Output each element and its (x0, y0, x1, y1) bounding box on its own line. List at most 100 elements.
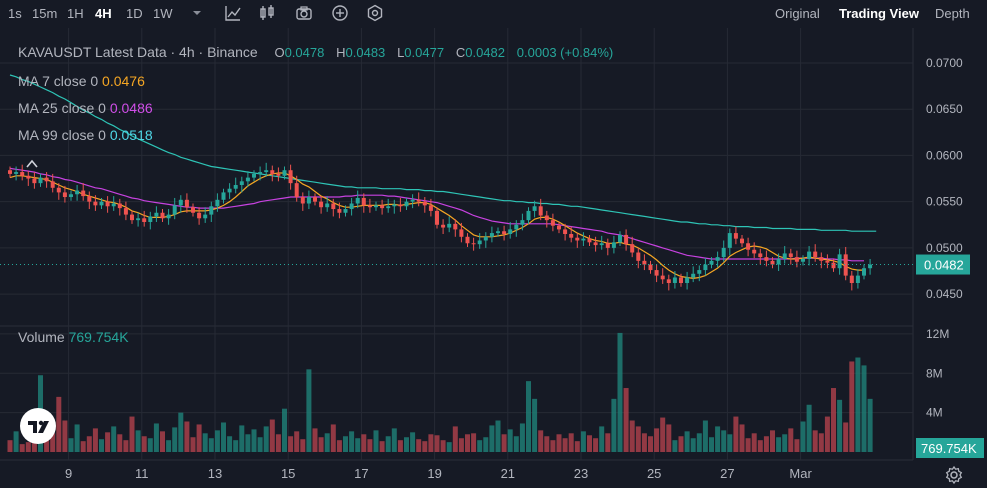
volume-bar (471, 433, 477, 452)
volume-bar (507, 429, 513, 452)
volume-bar (611, 398, 617, 452)
volume-bar (739, 424, 745, 452)
candle-body (672, 277, 677, 284)
candle-body (569, 234, 574, 238)
candle-body (550, 220, 555, 226)
volume-bar (416, 439, 422, 452)
candle-body (459, 229, 464, 237)
candle-body (703, 264, 708, 271)
candle-body (465, 236, 470, 244)
volume-bar (751, 433, 757, 452)
timeframe-1d[interactable]: 1D (126, 6, 143, 21)
timeframe-15m[interactable]: 15m (32, 6, 58, 21)
collapse-legend-chevron-icon[interactable] (24, 157, 40, 171)
volume-bar (629, 420, 635, 452)
candle-body (825, 260, 830, 263)
price-tick-label: 0.0450 (926, 287, 963, 301)
candle-body (166, 214, 171, 219)
volume-bar (617, 332, 623, 452)
timeframe-4h[interactable]: 4H (95, 6, 112, 21)
timeframe-1w[interactable]: 1W (153, 6, 173, 21)
tradingview-logo-icon[interactable] (20, 408, 56, 444)
volume-bar (465, 434, 470, 452)
plus-icon[interactable] (331, 4, 349, 22)
candle-body (386, 206, 391, 209)
candle-body (544, 215, 549, 221)
candle-body (300, 197, 305, 204)
timeframe-1h[interactable]: 1H (67, 6, 84, 21)
chart-canvas[interactable]: 0.0700 0.0650 0.0600 0.0550 0.0500 0.0450 12M 8… (0, 28, 987, 488)
candle-body (87, 196, 92, 202)
volume-bar (74, 424, 80, 452)
candle-body (746, 243, 751, 250)
candle-body (227, 188, 232, 193)
volume-bar (178, 412, 184, 452)
candle-body (81, 190, 86, 197)
candle-body (99, 201, 104, 206)
camera-icon[interactable] (295, 4, 313, 22)
timeframe-1s[interactable]: 1s (8, 6, 22, 21)
ma25-value: 0.0486 (109, 100, 153, 116)
time-tick-label: 13 (208, 466, 222, 481)
candle-body (624, 234, 629, 245)
candle-body (679, 277, 683, 284)
candle-body (538, 206, 543, 216)
volume-bar (843, 422, 849, 452)
view-depth[interactable]: Depth (935, 6, 970, 21)
candle-body (14, 172, 19, 174)
candle-body (666, 279, 671, 284)
volume-bar (288, 436, 294, 452)
volume-bar (202, 433, 208, 452)
volume-bar (13, 431, 19, 452)
ma99-layer (9, 74, 877, 232)
view-original[interactable]: Original (775, 6, 820, 21)
legend-ma7-row: MA 7 close 0 0.0476 (18, 73, 145, 89)
volume-bar (312, 428, 318, 452)
settings-hex-icon[interactable] (366, 4, 384, 22)
volume-bar (361, 434, 367, 452)
volume-bar (147, 438, 153, 452)
candle-body (270, 170, 275, 174)
candle-body (154, 212, 159, 217)
last-price-value: 0.0482 (924, 258, 964, 273)
volume-bar (526, 381, 531, 452)
candle-body (849, 275, 854, 284)
indicator-icon[interactable] (224, 4, 242, 22)
time-tick-label: 21 (501, 466, 515, 481)
ma25-layer (9, 167, 864, 262)
chevron-down-icon[interactable] (188, 4, 206, 22)
volume-bar (56, 396, 62, 452)
volume-bar (300, 439, 306, 452)
candle-body (178, 199, 183, 206)
volume-bar (690, 438, 696, 452)
volume-bar (501, 434, 507, 452)
volume-bar (599, 426, 605, 452)
time-tick-label: 25 (647, 466, 661, 481)
candles-icon[interactable] (258, 4, 276, 22)
volume-bar (349, 431, 355, 452)
ma99-line (9, 74, 877, 232)
volume-bar (214, 430, 220, 452)
candle-body (136, 218, 141, 221)
volume-bar (245, 434, 251, 452)
ma7-label: MA 7 close 0 (18, 73, 99, 89)
candle-body (691, 273, 696, 278)
volume-bar (678, 436, 684, 452)
candle-body (221, 192, 226, 200)
ohlc-change-value: 0.0003 (+0.84%) (516, 45, 614, 60)
candle-body (654, 270, 659, 276)
volume-bar (800, 421, 806, 452)
candle-body (264, 170, 269, 173)
candle-body (117, 203, 122, 209)
candle-body (349, 203, 354, 210)
volume-bar (233, 440, 239, 452)
candle-body (453, 223, 458, 230)
time-tick-label: 11 (135, 466, 149, 481)
candle-body (26, 175, 31, 179)
candle-body (441, 224, 446, 228)
volume-bar (727, 434, 733, 452)
candle-body (416, 199, 421, 202)
volume-bar (849, 361, 855, 452)
view-trading-view[interactable]: Trading View (839, 6, 919, 21)
chart-settings-gear-icon[interactable] (944, 465, 964, 485)
